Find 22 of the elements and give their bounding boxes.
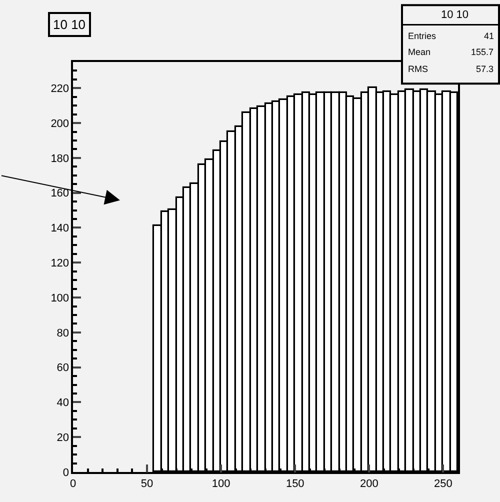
- y-tick-label: 0: [62, 466, 70, 479]
- y-tick-label: 200: [50, 118, 70, 130]
- text: Mean 155.7: [408, 47, 494, 57]
- x-tick-label: 150: [286, 478, 304, 490]
- x-tick-label: 250: [434, 478, 452, 490]
- text: RMS 57.3: [408, 64, 494, 74]
- y-tick-label: 120: [50, 257, 70, 270]
- x-tick-label: 50: [140, 478, 154, 490]
- text: 10 10: [441, 9, 469, 21]
- y-tick-label: 100: [50, 292, 70, 304]
- y-tick-label: 140: [50, 222, 70, 235]
- y-tick-label: 180: [50, 152, 70, 165]
- chart-title: 10 10: [53, 17, 86, 32]
- y-tick-label: 60: [56, 362, 70, 374]
- y-tick-label: 220: [50, 83, 70, 96]
- text: Entries 41: [408, 31, 494, 41]
- y-tick-label: 20: [56, 432, 70, 444]
- y-tick-label: 160: [50, 188, 70, 200]
- y-tick-label: 80: [56, 327, 70, 340]
- y-tick-label: 40: [56, 397, 70, 410]
- x-tick-label: 200: [360, 478, 378, 490]
- x-tick-label: 100: [212, 478, 230, 490]
